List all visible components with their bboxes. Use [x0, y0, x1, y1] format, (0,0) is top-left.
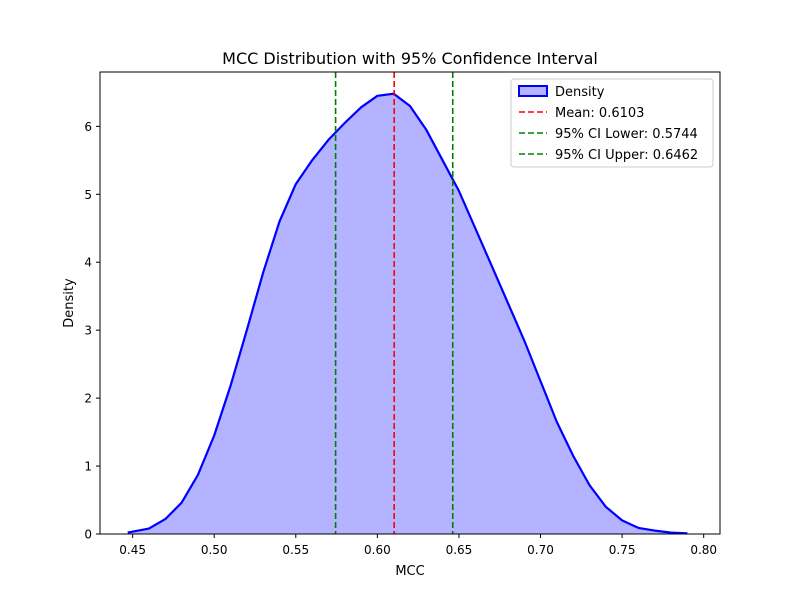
legend-label-density: Density: [555, 85, 605, 100]
y-tick-label: 2: [84, 392, 92, 406]
x-tick-label: 0.55: [282, 543, 309, 557]
x-tick-label: 0.70: [527, 543, 554, 557]
y-tick-label: 5: [84, 188, 92, 202]
x-tick-label: 0.75: [609, 543, 636, 557]
density-curve-line: [127, 92, 688, 535]
axes-frame: [99, 71, 721, 535]
chart-title: MCC Distribution with 95% Confidence Int…: [222, 49, 598, 68]
x-tick-label: 0.80: [690, 543, 717, 557]
x-tick-label: 0.50: [201, 543, 228, 557]
x-axis-label: MCC: [395, 564, 424, 579]
legend-label-ci-upper: 95% CI Upper: 0.6462: [555, 148, 698, 163]
plot-area: [127, 72, 688, 535]
y-tick-label: 6: [84, 120, 92, 134]
x-tick-label: 0.45: [119, 543, 146, 557]
legend-swatch-density: [518, 85, 548, 97]
x-axis: 0.45 0.50 0.55 0.60 0.65 0.70 0.75 0.80: [119, 534, 717, 557]
y-axis-label: Density: [62, 278, 77, 328]
legend-label-mean: Mean: 0.6103: [555, 106, 644, 121]
legend-box: [510, 78, 714, 168]
y-tick-label: 4: [84, 256, 92, 270]
y-axis: 0 1 2 3 4 5 6: [84, 120, 100, 542]
x-tick-label: 0.65: [446, 543, 473, 557]
legend: Density Mean: 0.6103 95% CI Lower: 0.5744 9…: [510, 78, 714, 168]
legend-label-ci-lower: 95% CI Lower: 0.5744: [555, 127, 698, 142]
y-tick-label: 0: [84, 528, 92, 542]
density-area-fill: [127, 93, 688, 534]
y-tick-label: 3: [84, 324, 92, 338]
x-tick-label: 0.60: [364, 543, 391, 557]
y-tick-label: 1: [84, 460, 92, 474]
